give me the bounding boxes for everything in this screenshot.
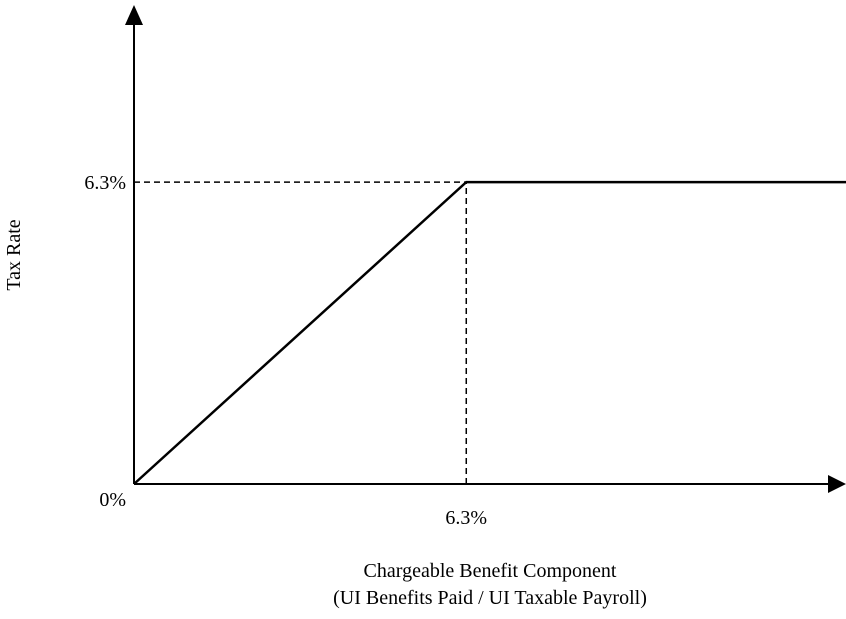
x-axis-arrowhead	[828, 475, 846, 493]
guide-lines	[134, 181, 468, 484]
x-tick-label: 6.3%	[445, 507, 487, 529]
series-line	[133, 180, 846, 485]
x-axis-sublabel: (UI Benefits Paid / UI Taxable Payroll)	[333, 587, 647, 609]
tick-labels: 0% 6.3% 6.3%	[84, 172, 487, 529]
y-axis-arrowhead	[125, 5, 143, 25]
y-tick-label: 6.3%	[84, 172, 126, 194]
x-axis-label: Chargeable Benefit Component	[363, 560, 617, 582]
y-tick-label: 0%	[99, 489, 126, 511]
series-group	[133, 180, 846, 485]
axes	[125, 5, 846, 493]
y-axis-label: Tax Rate	[3, 219, 25, 290]
x-axis-label-block: Chargeable Benefit Component (UI Benefit…	[250, 558, 730, 612]
